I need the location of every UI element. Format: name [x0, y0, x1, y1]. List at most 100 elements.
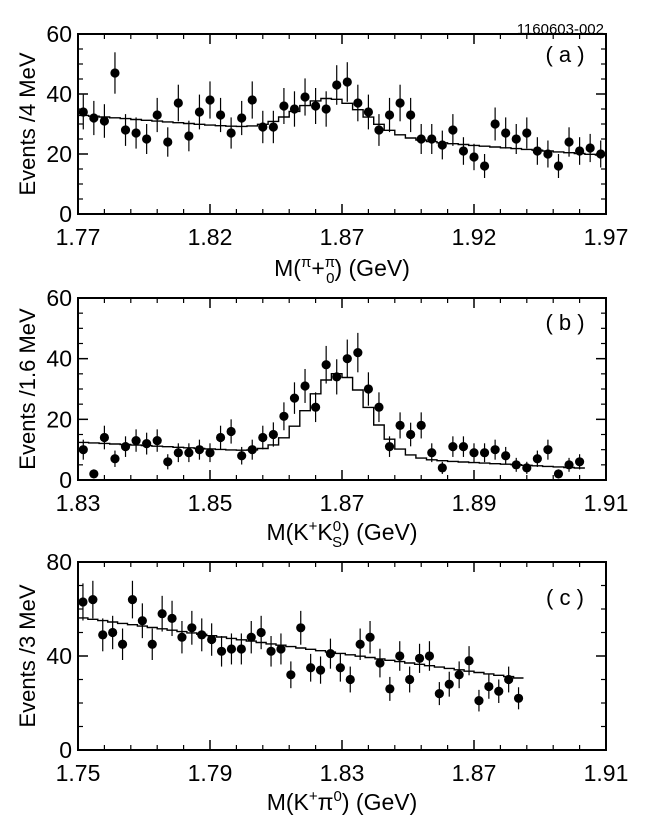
panel-a-data-point [131, 128, 141, 138]
panel-b-data-point [78, 445, 88, 455]
panel-c-data-point [236, 644, 246, 654]
panel-c: 1.75 1.79 1.83 1.87 1.91 0 40 80 ( c ) M(K+π0) (G… [15, 549, 628, 815]
panel-c-data-point [296, 623, 306, 633]
panel-b-data-point [511, 460, 521, 470]
panel-c-data-point [78, 597, 88, 607]
panel-c-data-point [266, 646, 276, 656]
panel-c-xtick-label: 1.75 [56, 760, 101, 786]
panel-c-data-point [414, 653, 425, 663]
panel-a-data-point [353, 98, 363, 108]
panel-a-data-point [89, 113, 99, 123]
panel-a-data-point [237, 113, 247, 123]
panel-c-xtick-label: 1.87 [452, 760, 497, 786]
panel-a-label: ( a ) [545, 42, 584, 67]
panel-c-data-point [464, 656, 474, 666]
panel-b-data-point [173, 448, 183, 458]
panel-a-data-point [553, 161, 564, 171]
panel-b-data-point [279, 411, 289, 421]
panel-b-data-point [332, 372, 342, 382]
panel-a-data-point [479, 161, 490, 171]
panel-b-data-point [532, 454, 542, 464]
panel-c-data-point [385, 684, 395, 694]
panel-b-data-point [131, 435, 141, 446]
panel-b-data-point [194, 445, 205, 455]
panel-c-data-point [504, 674, 514, 685]
panel-b-data-point [374, 402, 384, 412]
panel-a-data-point [120, 125, 131, 135]
panel-b-data-point [416, 420, 426, 430]
panel-b-data-point [300, 381, 310, 391]
panel-c-data-point [127, 595, 138, 605]
panel-c-ytick-label: 80 [46, 549, 72, 575]
panel-b-data-point [321, 360, 331, 370]
panel-a-data-point [226, 128, 236, 138]
panel-a-data-point [300, 92, 310, 102]
panel-c-data-point [395, 651, 405, 661]
panel-a-xtick-label: 1.77 [56, 224, 101, 250]
panel-b-frame [77, 297, 607, 481]
panel-a-data-point [564, 137, 574, 147]
panel-a-data-point [427, 134, 437, 144]
panel-b-data-point [163, 457, 173, 467]
panel-b-data-point [575, 457, 585, 467]
figure-id-label: 1160603-002 [517, 21, 604, 38]
panel-a-data-point [458, 146, 469, 156]
panel-b-data-point [427, 448, 437, 458]
panel-c-data-point [494, 686, 504, 696]
panel-b-data-point [395, 420, 405, 430]
panel-c-data-point [276, 644, 286, 654]
panel-a-data-point [363, 107, 373, 117]
panel-a-data-point [268, 122, 278, 132]
panel-a-data-point [279, 101, 289, 111]
panel-b-data-point [458, 442, 469, 452]
panel-a-xlabel: M(π+π 0) (GeV) [274, 254, 410, 287]
panel-a-xtick-label: 1.92 [452, 224, 497, 250]
panel-a-data-point [511, 134, 521, 144]
panel-a-data-point [395, 98, 405, 108]
panel-c-data-point [474, 696, 484, 706]
panel-c-data-point [365, 632, 375, 642]
panel-a-data-point [342, 77, 352, 87]
panel-c-fit-line [78, 617, 524, 679]
panel-a-ytick-label: 40 [46, 81, 72, 107]
panel-c-data-point [306, 663, 316, 673]
panel-b-data-point [289, 393, 300, 403]
panel-c-data-point [157, 609, 167, 619]
panel-c-label: ( c ) [546, 585, 584, 610]
panel-a-data-point [490, 119, 500, 129]
panel-b-xtick-label: 1.83 [56, 490, 101, 516]
panel-a-ytick-label: 0 [59, 201, 72, 227]
panel-a-xtick-label: 1.97 [584, 224, 629, 250]
panel-c-data-point [98, 630, 108, 640]
panel-b-data-point [142, 439, 152, 449]
panel-a-data-point [406, 110, 416, 120]
panel-a-data-point [384, 110, 395, 120]
panel-a-data-point [311, 101, 321, 111]
panel-a-data-point [215, 110, 226, 120]
panel-a-ylabel: Events /4 MeV [15, 52, 40, 195]
panel-b-data-point [89, 469, 99, 479]
panel-b-data-point [353, 348, 363, 358]
panel-c-ylabel: Events /3 MeV [15, 584, 40, 727]
panel-a-data-point [416, 134, 426, 144]
panel-b-data-point [363, 384, 373, 394]
panel-c-data-point [405, 674, 415, 685]
panel-c-xtick-label: 1.79 [188, 760, 233, 786]
panel-c-data-point [256, 627, 266, 638]
panel-c-data-point [325, 649, 336, 659]
panel-a-data-point [110, 68, 120, 78]
panel-c-data-point [286, 670, 296, 680]
panel-a-data-point [184, 131, 194, 141]
panel-b-ytick-label: 20 [46, 406, 72, 432]
panel-b-fit-line [78, 373, 585, 469]
panel-a-ytick-label: 20 [46, 141, 72, 167]
panel-b-xtick-label: 1.89 [452, 490, 497, 516]
panel-c-data-point [226, 644, 237, 654]
panel-c-ytick-label: 0 [59, 737, 72, 763]
panel-b-data-point [99, 432, 109, 443]
panel-a-xtick-label: 1.82 [188, 224, 233, 250]
panel-c-data-point [375, 658, 385, 668]
panel-b-xlabel: M(K+K0 S) (GeV) [266, 518, 417, 551]
panel-a-xtick-label: 1.87 [320, 224, 365, 250]
